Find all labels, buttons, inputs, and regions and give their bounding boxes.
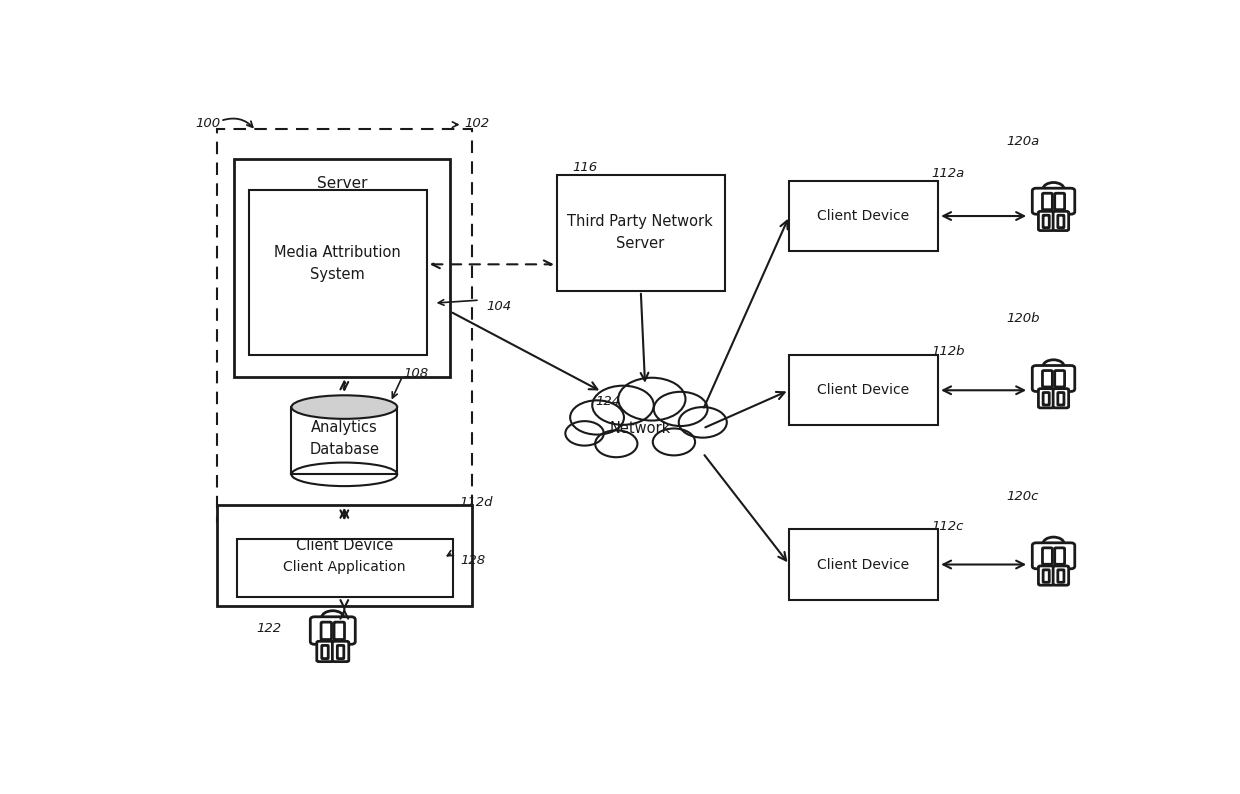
Circle shape: [619, 378, 686, 421]
FancyBboxPatch shape: [310, 617, 356, 644]
FancyBboxPatch shape: [321, 622, 331, 639]
Bar: [217, 129, 472, 523]
Circle shape: [678, 407, 727, 437]
Text: 112d: 112d: [460, 495, 494, 509]
FancyBboxPatch shape: [1043, 371, 1053, 387]
FancyBboxPatch shape: [1053, 211, 1069, 230]
FancyBboxPatch shape: [337, 646, 343, 658]
Bar: [234, 160, 450, 376]
Bar: [557, 175, 725, 291]
FancyBboxPatch shape: [1043, 193, 1053, 210]
Circle shape: [593, 386, 653, 425]
FancyBboxPatch shape: [1038, 211, 1054, 230]
Circle shape: [652, 429, 696, 456]
Text: Client Device: Client Device: [817, 209, 909, 223]
Text: Client Application: Client Application: [283, 561, 405, 574]
Text: 112b: 112b: [931, 345, 965, 358]
FancyBboxPatch shape: [321, 646, 329, 658]
Text: 108: 108: [403, 368, 428, 380]
FancyBboxPatch shape: [332, 642, 348, 661]
Text: 100: 100: [196, 117, 221, 129]
Text: 112a: 112a: [931, 168, 965, 180]
FancyBboxPatch shape: [1053, 388, 1069, 408]
Text: 120b: 120b: [1007, 312, 1040, 326]
Text: Server: Server: [317, 176, 367, 191]
FancyBboxPatch shape: [1043, 570, 1049, 582]
Text: 116: 116: [572, 161, 598, 175]
Circle shape: [1043, 360, 1064, 373]
Circle shape: [321, 611, 343, 625]
Bar: [789, 530, 939, 599]
Text: 120c: 120c: [1007, 490, 1039, 503]
Text: Client Device: Client Device: [817, 384, 909, 397]
FancyBboxPatch shape: [1058, 215, 1064, 228]
Text: 104: 104: [486, 300, 512, 313]
Circle shape: [570, 400, 624, 434]
FancyBboxPatch shape: [1055, 371, 1065, 387]
FancyBboxPatch shape: [334, 622, 345, 639]
Text: Analytics
Database: Analytics Database: [309, 420, 379, 457]
Text: Third Party Network
Server: Third Party Network Server: [568, 214, 713, 252]
FancyBboxPatch shape: [1055, 548, 1065, 565]
FancyBboxPatch shape: [1038, 388, 1054, 408]
Text: 124: 124: [595, 395, 620, 408]
Text: 102: 102: [465, 117, 490, 129]
Bar: [291, 407, 397, 474]
FancyBboxPatch shape: [1043, 392, 1049, 405]
Bar: [789, 181, 939, 251]
FancyBboxPatch shape: [1043, 215, 1049, 228]
Text: Client Device: Client Device: [817, 557, 909, 572]
Circle shape: [565, 421, 604, 445]
Text: 128: 128: [460, 554, 486, 567]
FancyBboxPatch shape: [1032, 365, 1075, 391]
Text: Network: Network: [610, 421, 671, 436]
Circle shape: [1043, 537, 1064, 550]
FancyBboxPatch shape: [1053, 566, 1069, 585]
Text: Media Attribution
System: Media Attribution System: [274, 245, 401, 282]
Bar: [237, 538, 453, 596]
FancyBboxPatch shape: [316, 642, 334, 661]
Text: 120a: 120a: [1007, 135, 1039, 148]
Circle shape: [595, 430, 637, 457]
Bar: [789, 355, 939, 426]
FancyBboxPatch shape: [1058, 570, 1064, 582]
FancyBboxPatch shape: [1032, 188, 1075, 214]
Circle shape: [1043, 183, 1064, 196]
Text: 122: 122: [255, 622, 281, 635]
Ellipse shape: [291, 395, 397, 419]
Bar: [249, 190, 427, 355]
FancyBboxPatch shape: [1058, 392, 1064, 405]
Bar: [217, 505, 472, 606]
FancyBboxPatch shape: [1055, 193, 1065, 210]
Circle shape: [653, 391, 708, 426]
FancyBboxPatch shape: [1043, 548, 1053, 565]
FancyBboxPatch shape: [1038, 566, 1054, 585]
Text: Client Device: Client Device: [295, 538, 393, 553]
Ellipse shape: [291, 463, 397, 486]
Text: 112c: 112c: [931, 520, 963, 534]
FancyBboxPatch shape: [1032, 543, 1075, 569]
